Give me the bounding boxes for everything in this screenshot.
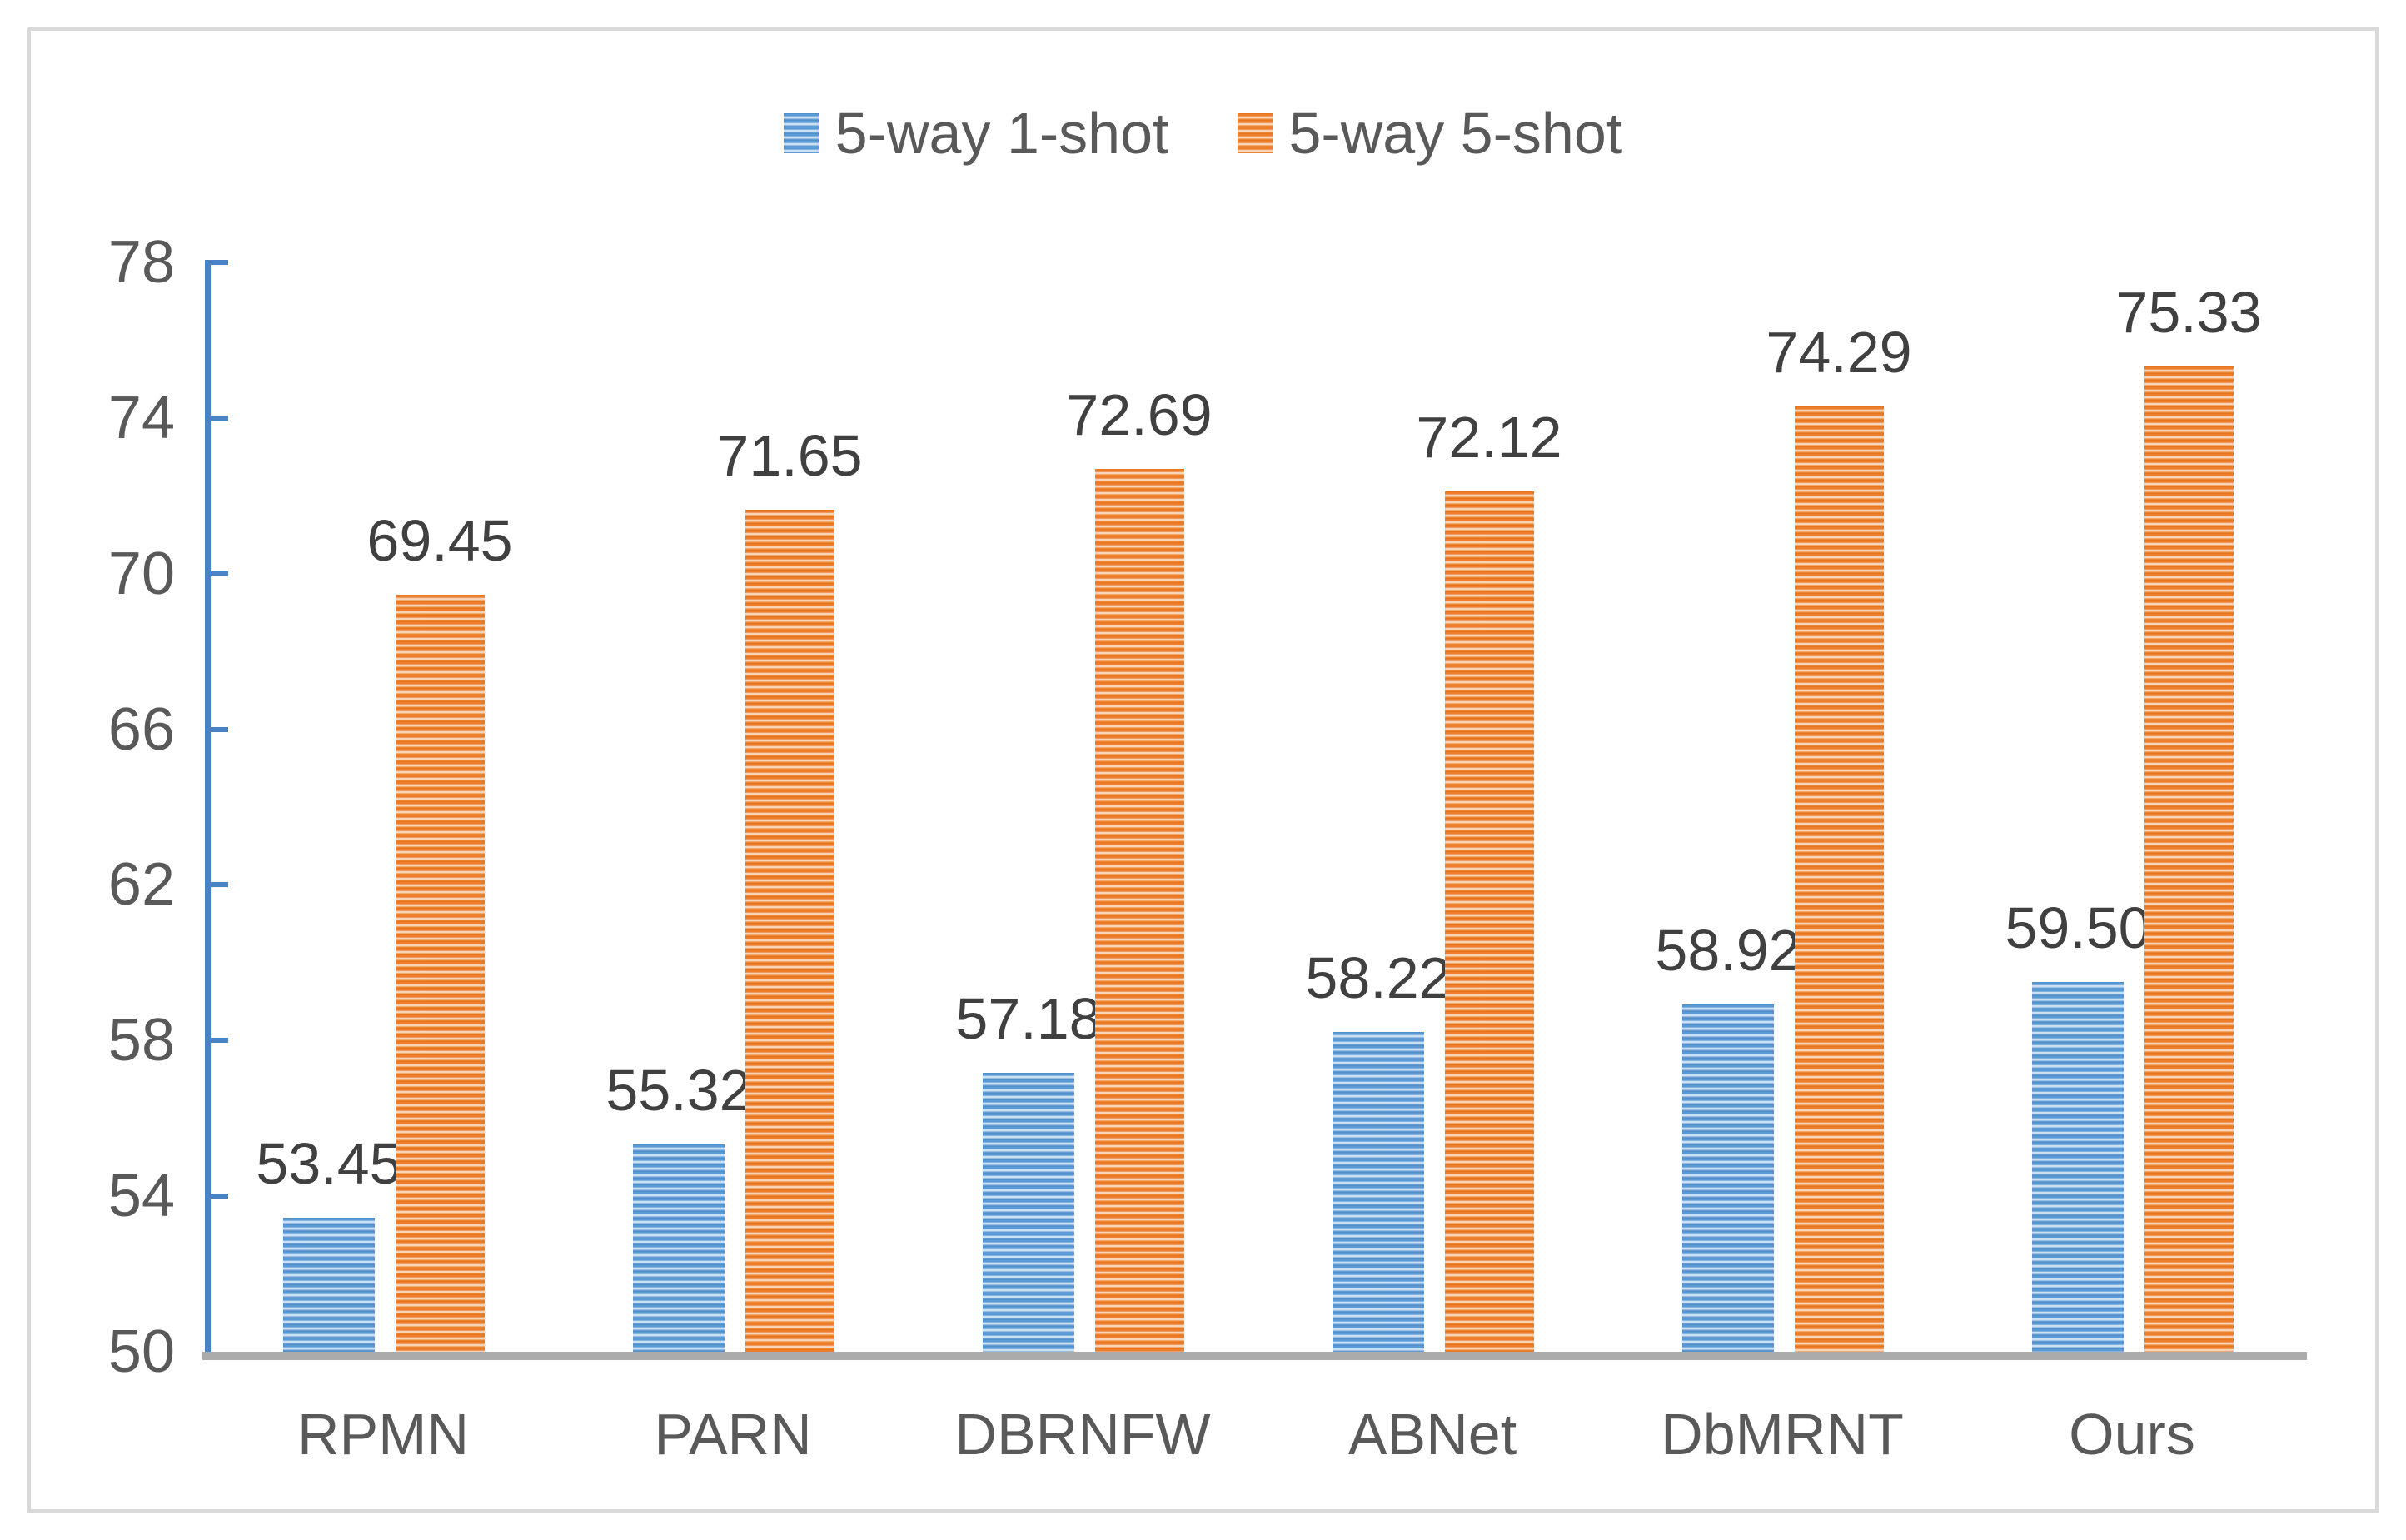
value-label: 72.12 [1416,404,1562,470]
value-label: 71.65 [716,422,863,488]
bar [1333,1032,1424,1352]
y-axis-tick [206,260,228,265]
bar [2144,366,2234,1352]
bar-group: 55.32 71.65 PARN [558,262,908,1463]
bar [1095,469,1184,1352]
x-axis-line [202,1352,2307,1360]
bar [396,595,485,1352]
y-axis-tick [206,1038,228,1044]
bar [983,1072,1074,1352]
y-axis-tick [206,726,228,732]
value-label: 75.33 [2115,279,2262,345]
category-label: DbMRNT [1661,1402,1904,1467]
bar [2032,982,2124,1352]
category-label: PARN [654,1402,812,1467]
bar [745,509,834,1352]
category-label: DBRNFW [954,1402,1211,1467]
value-label: 57.18 [955,985,1102,1051]
bar [283,1217,375,1352]
bar-group: 58.22 72.12 ABNet [1258,262,1607,1463]
y-axis-tick [206,415,228,421]
value-label: 74.29 [1766,320,1912,386]
bar-group: 53.45 69.45 RPMN [208,262,558,1463]
value-label: 58.92 [1655,918,1801,984]
y-tick-label: 70 [107,540,175,607]
y-axis-line [205,260,211,1352]
legend-label: 5-way 1-shot [834,101,1169,166]
value-label: 53.45 [256,1130,402,1196]
y-axis-labels: 50 54 58 62 66 70 74 78 [33,232,175,1382]
y-tick-label: 50 [107,1318,175,1385]
bar-group: 57.18 72.69 DBRNFW [908,262,1258,1463]
y-tick-label: 74 [107,384,175,451]
bar [1682,1004,1774,1352]
y-axis-tick [206,882,228,888]
value-label: 58.22 [1305,945,1452,1011]
legend: 5-way 1-shot 5-way 5-shot [0,98,2406,168]
bar [1445,491,1534,1352]
value-label: 72.69 [1066,382,1213,448]
value-label: 69.45 [366,508,513,574]
legend-label: 5-way 5-shot [1288,101,1623,166]
plot-area: 53.45 69.45 RPMN 55.32 71.65 PARN 57.18 72.69 DB… [202,260,2307,1463]
value-label: 55.32 [605,1058,752,1124]
legend-marker-orange [1237,113,1273,153]
y-tick-label: 78 [107,229,175,296]
bar [1795,406,1884,1352]
y-tick-label: 58 [107,1007,175,1074]
y-axis-tick [206,571,228,576]
category-label: RPMN [296,1402,470,1467]
y-axis-tick [206,1194,228,1199]
bar [633,1144,725,1352]
value-label: 59.50 [2005,895,2151,961]
legend-item-1shot: 5-way 1-shot [783,101,1169,166]
category-label: Ours [2069,1402,2195,1467]
y-tick-label: 62 [107,851,175,919]
legend-item-5shot: 5-way 5-shot [1237,101,1623,166]
category-label: ABNet [1347,1402,1517,1467]
y-tick-label: 66 [107,695,175,763]
bar-group: 58.92 74.29 DbMRNT [1607,262,1957,1463]
y-tick-label: 54 [107,1163,175,1230]
bar-group: 59.50 75.33 Ours [1957,262,2307,1463]
legend-marker-blue [783,113,819,153]
